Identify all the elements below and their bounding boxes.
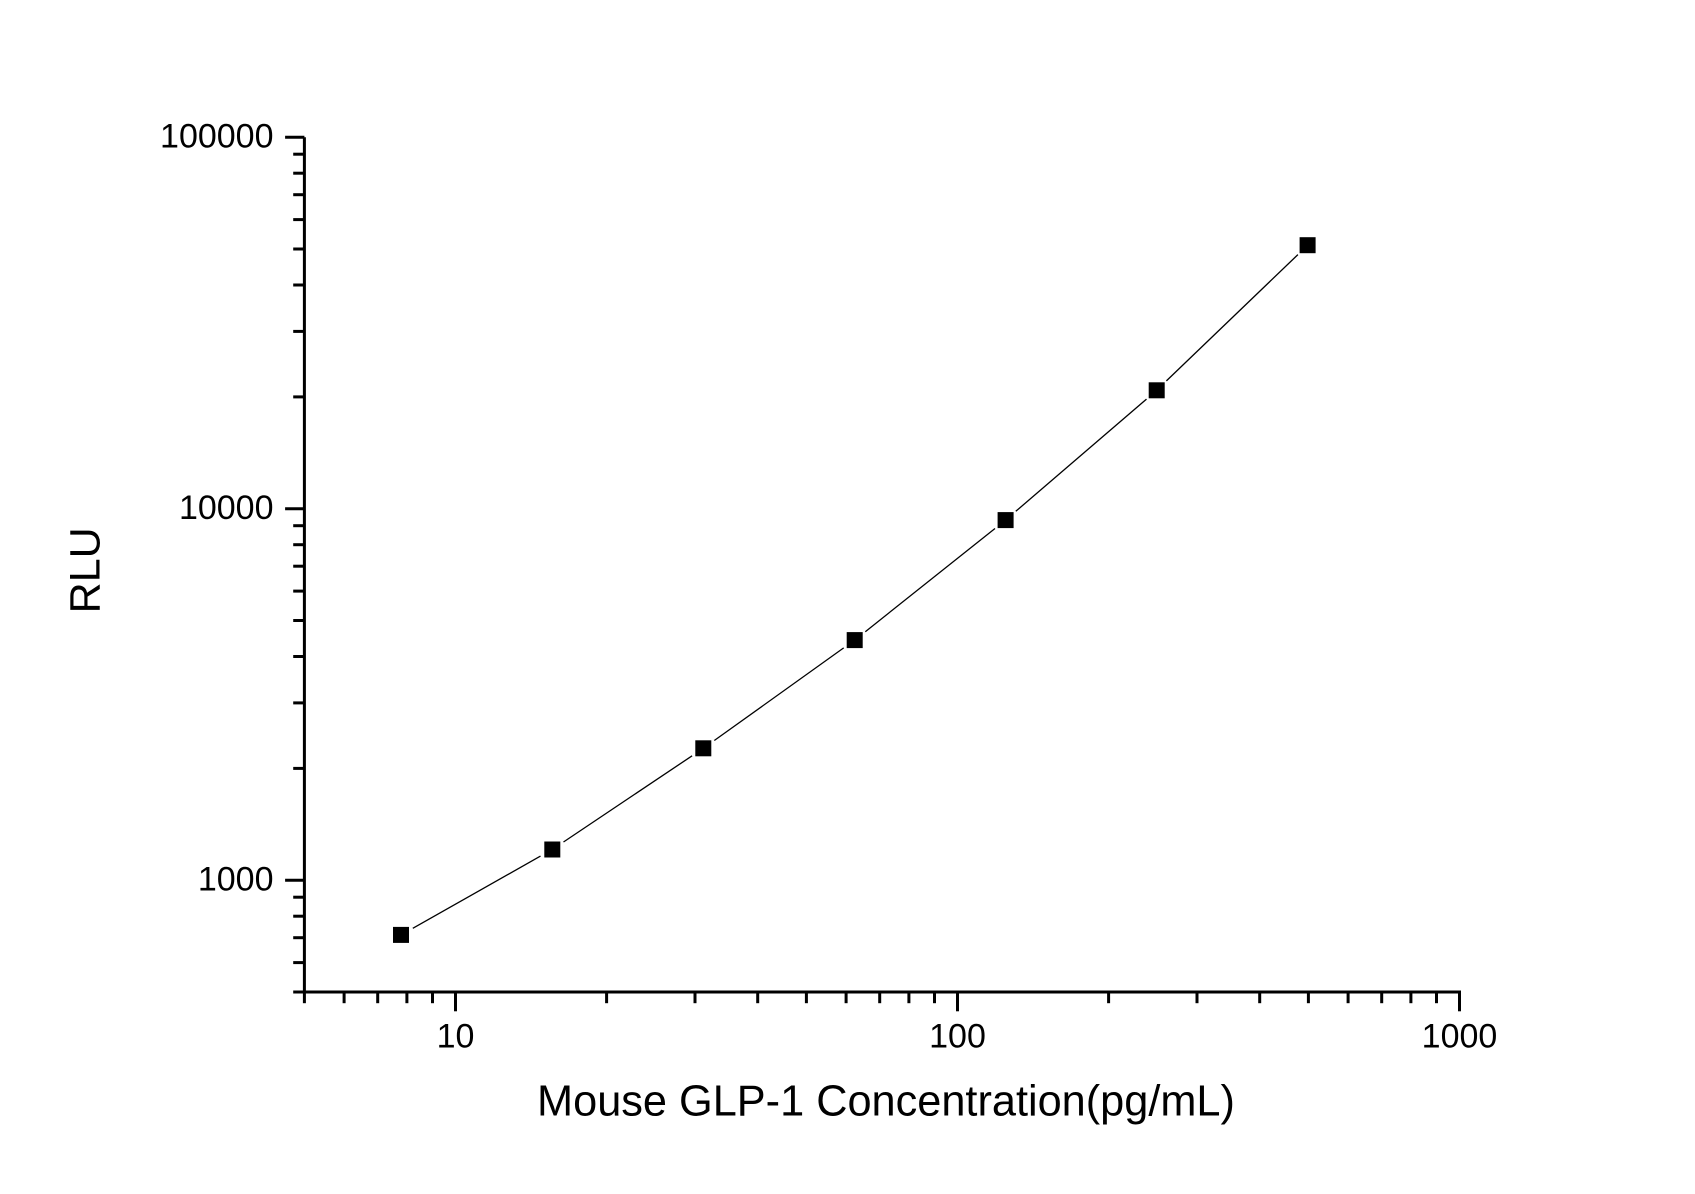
svg-text:1000: 1000 bbox=[1422, 1018, 1498, 1056]
svg-text:10: 10 bbox=[437, 1018, 475, 1056]
svg-text:RLU: RLU bbox=[61, 527, 109, 613]
svg-text:Mouse GLP-1 Concentration(pg/m: Mouse GLP-1 Concentration(pg/mL) bbox=[537, 1078, 1235, 1126]
svg-text:1000: 1000 bbox=[198, 861, 274, 899]
svg-text:100000: 100000 bbox=[160, 118, 273, 156]
svg-text:100: 100 bbox=[929, 1018, 986, 1056]
svg-text:10000: 10000 bbox=[179, 489, 274, 527]
